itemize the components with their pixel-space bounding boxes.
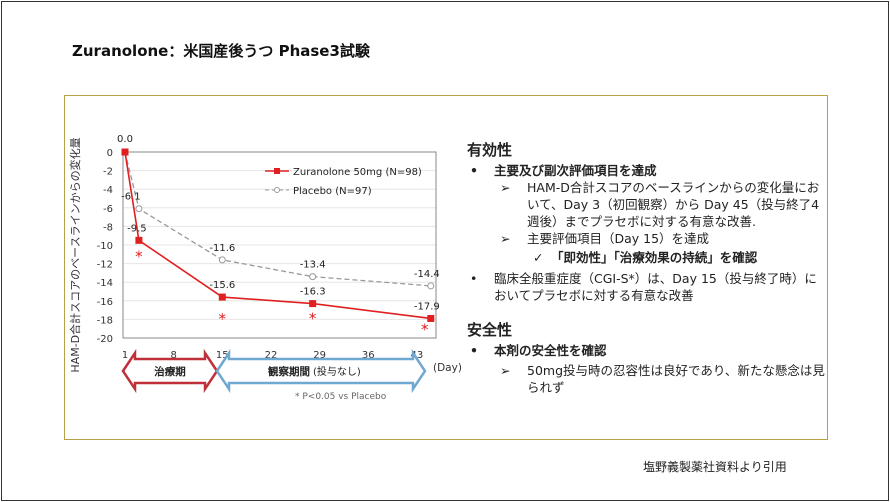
zuranolone-point: [218, 293, 226, 301]
x-tick-label: 1: [122, 350, 128, 361]
observation-period-sublabel: (投与なし): [313, 365, 361, 378]
arrow-icon: ➢: [500, 363, 511, 378]
x-tick-label: 22: [265, 350, 278, 361]
observation-period-label: 観察期間: [268, 365, 310, 378]
legend-zuranolone-marker: [274, 168, 280, 174]
treatment-period-label: 治療期: [154, 365, 186, 378]
observation-period-arrow: [215, 348, 427, 394]
y-axis-label: HAM-D合計スコアのベースラインからの変化量: [68, 137, 82, 372]
arrow-icon: ➢: [500, 231, 511, 246]
y-tick-label: -4: [103, 185, 113, 196]
zuranolone-point: [427, 314, 435, 322]
placebo-data-label: -13.4: [300, 260, 326, 271]
summary-text: 有効性 主要及び副次評価項目を達成 ➢ HAM-D合計スコアのベースラインからの変…: [467, 142, 827, 396]
safety-sub-1-text: 50mg投与時の忍容性は良好であり、新たな懸念は見られず: [527, 363, 825, 395]
efficacy-sub-1-text: HAM-D合計スコアのベースラインからの変化量において、Day 3（初回観察）か…: [527, 180, 820, 229]
y-tick-label: -2: [103, 167, 113, 178]
zuranolone-data-label: 0.0: [117, 134, 133, 145]
footnote: * P<0.05 vs Placebo: [295, 392, 387, 402]
y-tick-label: -14: [97, 278, 113, 289]
zuranolone-point: [135, 236, 143, 244]
x-tick-label: 36: [362, 350, 375, 361]
zuranolone-data-label: -17.9: [414, 301, 440, 312]
x-tick-label: 8: [170, 350, 176, 361]
zuranolone-point: [121, 148, 129, 156]
placebo-point: [135, 205, 143, 213]
y-tick-label: -10: [97, 241, 113, 252]
x-tick-label: 29: [313, 350, 326, 361]
efficacy-heading: 有効性: [467, 141, 513, 159]
plot-frame: [122, 151, 437, 339]
y-tick-label: -6: [103, 204, 113, 215]
zuranolone-data-label: -15.6: [209, 280, 235, 291]
significance-marker: *: [135, 247, 143, 265]
y-tick-label: -16: [97, 297, 113, 308]
content-panel: 0 -2 -4 -6 -8 -10 -12 -14 -16 -18 -20 1 8 15 22 29 36 43 (…: [64, 95, 828, 440]
placebo-point: [427, 282, 435, 290]
x-axis-label: (Day): [433, 362, 462, 374]
efficacy-check: ✓ 「即効性」「治療効果の持続」を確認: [467, 249, 827, 266]
legend-placebo-marker: [274, 187, 280, 193]
efficacy-sub-2: ➢ 主要評価項目（Day 15）を達成: [467, 230, 827, 247]
safety-heading: 安全性: [467, 321, 513, 339]
zuranolone-data-label: -16.3: [300, 287, 326, 298]
placebo-point: [218, 256, 226, 264]
y-tick-label: -18: [97, 315, 113, 326]
placebo-data-label: -11.6: [209, 243, 235, 254]
y-tick-label: -20: [97, 334, 113, 345]
significance-marker: *: [309, 310, 317, 328]
efficacy-bullet-2: 臨床全般重症度（CGI-S*）は、Day 15（投与終了時）においてプラセボに対…: [467, 270, 827, 304]
x-tick-label: 15: [216, 350, 229, 361]
efficacy-bullet-1: 主要及び副次評価項目を達成: [467, 162, 827, 179]
efficacy-check-text: 「即効性」「治療効果の持続」を確認: [551, 250, 758, 265]
legend-zuranolone-label: Zuranolone 50mg (N=98): [293, 167, 422, 178]
significance-marker: *: [219, 310, 227, 328]
legend-placebo-label: Placebo (N=97): [293, 186, 372, 197]
placebo-data-label: -6.1: [121, 192, 141, 203]
check-icon: ✓: [533, 250, 544, 265]
y-tick-label: -12: [97, 260, 113, 271]
efficacy-sub-1: ➢ HAM-D合計スコアのベースラインからの変化量において、Day 3（初回観察）…: [467, 179, 827, 230]
safety-bullet-1: 本剤の安全性を確認: [467, 342, 827, 359]
significance-marker: *: [421, 320, 429, 338]
y-tick-label: 0: [107, 148, 113, 159]
zuranolone-point: [309, 300, 317, 308]
efficacy-sub-2-text: 主要評価項目（Day 15）を達成: [527, 231, 710, 246]
source-note: 塩野義製薬社資料より引用: [643, 460, 787, 474]
x-tick-label: 43: [411, 350, 424, 361]
zuranolone-data-label: -9.5: [127, 223, 147, 234]
line-chart: 0 -2 -4 -6 -8 -10 -12 -14 -16 -18 -20 1 8 15 22 29 36 43 (…: [68, 134, 462, 402]
placebo-data-label: -14.4: [414, 269, 440, 280]
placebo-point: [309, 273, 317, 281]
slide-title: Zuranolone：米国産後うつ Phase3試験: [72, 42, 370, 60]
safety-sub-1: ➢ 50mg投与時の忍容性は良好であり、新たな懸念は見られず: [467, 362, 827, 396]
arrow-icon: ➢: [500, 180, 511, 195]
y-tick-label: -8: [103, 222, 113, 233]
